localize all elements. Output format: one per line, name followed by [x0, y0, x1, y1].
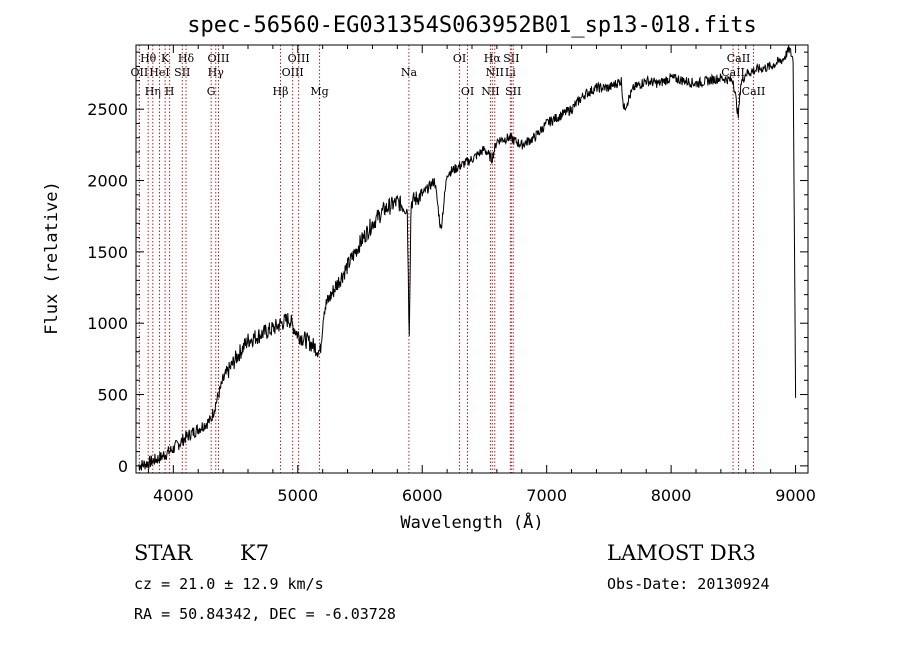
obs-date: Obs-Date: 20130924 — [607, 575, 770, 593]
spectral-lines-layer: OIIHθHηHeIKHSIIHδGHγOIIIHβOIIIOIIIMgNaOI… — [131, 45, 766, 473]
spectral-line-label: Hθ — [140, 52, 157, 65]
spectral-line-label: Hα — [484, 52, 502, 65]
spectrum-line — [138, 45, 797, 471]
spectral-line-label: HeI — [149, 66, 169, 79]
object-subclass: K7 — [240, 541, 269, 565]
x-tick-label: 5000 — [277, 486, 318, 505]
spectral-line-label: Hβ — [273, 85, 289, 98]
spectral-line-label: Li — [505, 66, 516, 79]
y-tick-label: 2500 — [87, 100, 128, 119]
spectral-line-label: CaII — [727, 52, 751, 65]
y-tick-label: 500 — [97, 386, 128, 405]
spectral-line-label: SII — [174, 66, 190, 79]
spectral-line-label: OIII — [288, 52, 310, 65]
spectral-line-label: SII — [503, 52, 519, 65]
spectral-line-label: G — [207, 85, 216, 98]
spectral-line-label: OI — [453, 52, 466, 65]
x-tick-label: 4000 — [153, 486, 194, 505]
object-type: STAR — [134, 541, 193, 565]
chart-title: spec-56560-EG031354S063952B01_sp13-018.f… — [187, 13, 757, 38]
spectral-line-label: Hδ — [178, 52, 195, 65]
y-tick-label: 1000 — [87, 314, 128, 333]
x-tick-label: 7000 — [526, 486, 567, 505]
x-tick-label: 8000 — [651, 486, 692, 505]
spectral-line-label: Na — [401, 66, 418, 79]
spectral-line-label: Hη — [145, 85, 161, 98]
spectral-line-label: CaII — [721, 66, 745, 79]
spectral-line-label: OIII — [282, 66, 304, 79]
survey-name: LAMOST DR3 — [607, 541, 756, 565]
y-tick-label: 2000 — [87, 172, 128, 191]
x-tick-label: 6000 — [402, 486, 443, 505]
spectral-line-label: NII — [481, 85, 499, 98]
plot-frame — [135, 44, 809, 474]
y-tick-label: 1500 — [87, 243, 128, 262]
spectral-line-label: Mg — [310, 85, 328, 98]
x-axis-label: Wavelength (Å) — [400, 511, 543, 533]
x-tick-label: 9000 — [775, 486, 816, 505]
spectral-line-label: SII — [505, 85, 521, 98]
y-axis-label: Flux (relative) — [42, 181, 62, 335]
spectral-line-label: OIII — [207, 52, 229, 65]
spectral-line-label: K — [161, 52, 170, 65]
x-axis: 4000 5000 6000 7000 8000 9000 — [147, 45, 816, 505]
y-axis: 0 500 1000 1500 2000 2500 — [87, 51, 808, 476]
spectral-line-label: OI — [461, 85, 474, 98]
spectral-line-label: CaII — [742, 85, 766, 98]
spectral-line-label: Hγ — [208, 66, 225, 79]
spectral-line-label: OII — [131, 66, 149, 79]
y-tick-label: 0 — [118, 457, 128, 476]
spectral-line-label: H — [165, 85, 175, 98]
spectral-line-label: NII — [486, 66, 504, 79]
redshift-text: cz = 21.0 ± 12.9 km/s — [134, 575, 324, 593]
coordinates: RA = 50.84342, DEC = -6.03728 — [134, 605, 396, 623]
